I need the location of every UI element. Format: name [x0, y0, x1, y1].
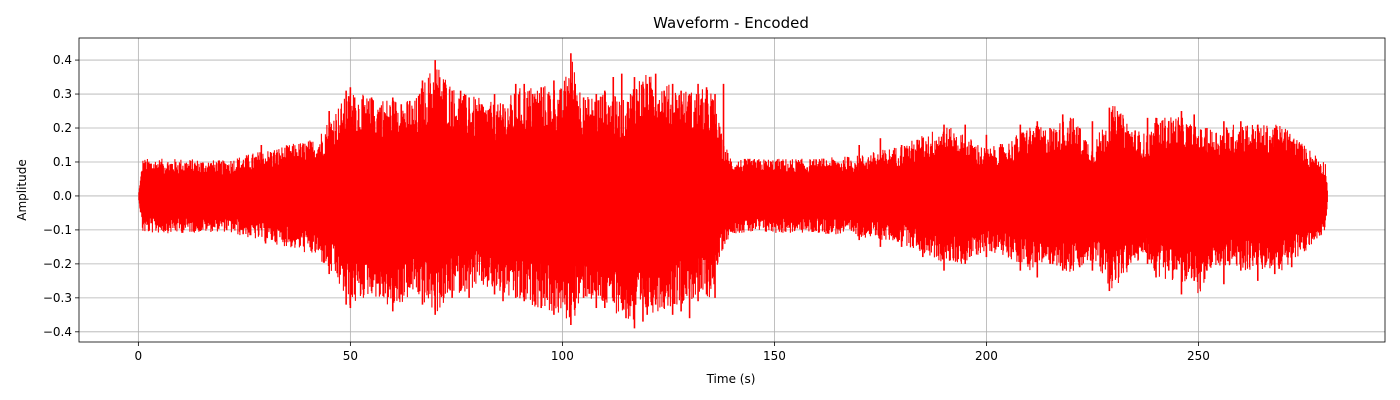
y-axis-label: Amplitude — [15, 159, 29, 221]
x-axis: 0 50 100 150 200 250 — [135, 342, 1210, 363]
x-tick-label: 250 — [1187, 349, 1210, 363]
y-tick-label: 0.0 — [53, 189, 72, 203]
y-tick-label: 0.3 — [53, 87, 72, 101]
y-tick-label: 0.1 — [53, 155, 72, 169]
chart-title: Waveform - Encoded — [653, 14, 809, 32]
y-axis: −0.4 −0.3 −0.2 −0.1 0.0 0.1 0.2 0.3 0.4 — [43, 53, 79, 339]
x-tick-label: 0 — [135, 349, 143, 363]
x-tick-label: 50 — [343, 349, 358, 363]
x-tick-label: 200 — [975, 349, 998, 363]
y-tick-label: −0.1 — [43, 223, 72, 237]
waveform-series — [138, 53, 1328, 329]
y-tick-label: 0.4 — [53, 53, 72, 67]
x-axis-label: Time (s) — [706, 372, 756, 386]
x-tick-label: 100 — [551, 349, 574, 363]
y-tick-label: 0.2 — [53, 121, 72, 135]
y-tick-label: −0.3 — [43, 291, 72, 305]
axes-frame — [78, 37, 1386, 343]
x-tick-label: 150 — [763, 349, 786, 363]
y-tick-label: −0.4 — [43, 325, 72, 339]
y-tick-label: −0.2 — [43, 257, 72, 271]
